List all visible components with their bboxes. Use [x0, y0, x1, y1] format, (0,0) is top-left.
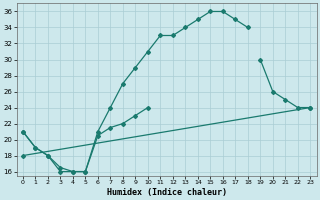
X-axis label: Humidex (Indice chaleur): Humidex (Indice chaleur) [107, 188, 227, 197]
